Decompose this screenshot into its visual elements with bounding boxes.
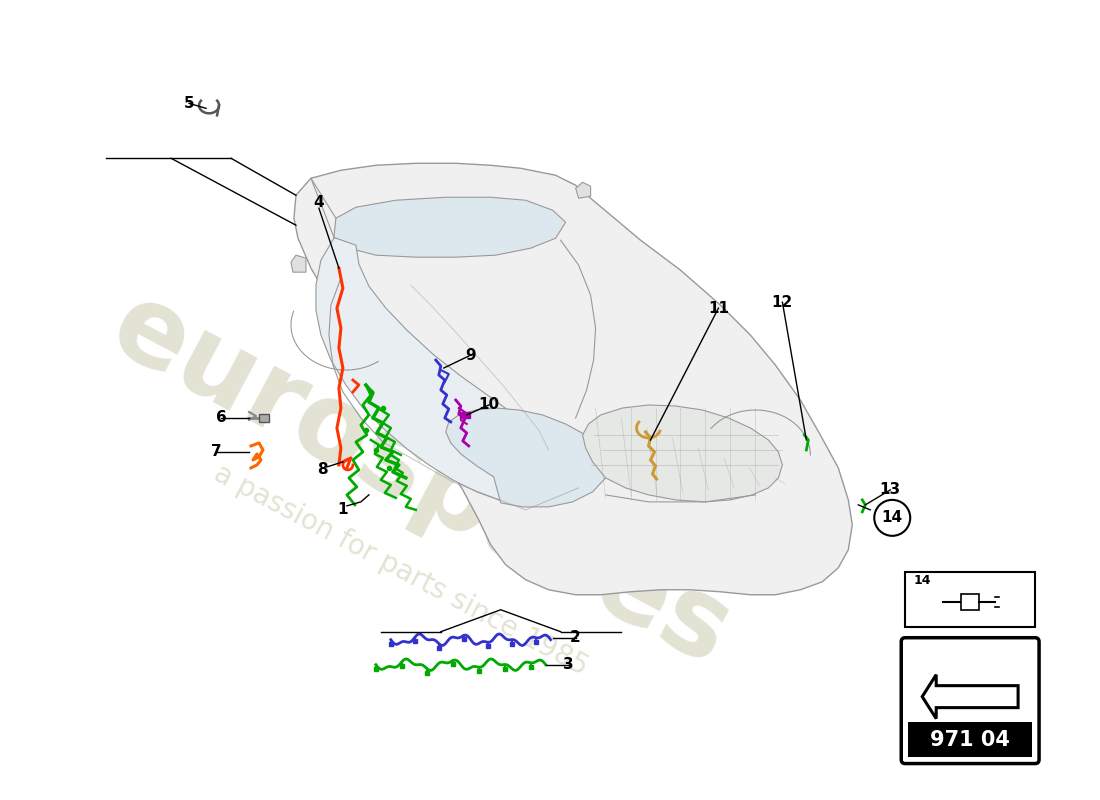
Polygon shape	[922, 674, 1019, 718]
Text: 1: 1	[338, 502, 349, 518]
Polygon shape	[294, 163, 852, 594]
Text: 12: 12	[772, 294, 793, 310]
Bar	[961, 594, 979, 610]
Text: 14: 14	[913, 574, 931, 586]
Text: 14: 14	[882, 510, 903, 526]
Text: a passion for parts since 1985: a passion for parts since 1985	[209, 459, 593, 681]
Text: 9: 9	[465, 347, 476, 362]
Text: 11: 11	[708, 301, 729, 316]
Text: 10: 10	[478, 398, 499, 413]
Polygon shape	[446, 408, 608, 507]
Text: 5: 5	[184, 96, 195, 111]
Text: 6: 6	[216, 410, 227, 426]
Bar	[905, 572, 1035, 626]
Text: 971 04: 971 04	[931, 730, 1010, 750]
Text: 13: 13	[880, 482, 901, 498]
Polygon shape	[334, 198, 565, 257]
Bar	[909, 722, 1032, 757]
Polygon shape	[583, 405, 782, 502]
Text: 7: 7	[211, 445, 221, 459]
Text: 4: 4	[314, 194, 324, 210]
FancyBboxPatch shape	[901, 638, 1040, 763]
Text: eurospares: eurospares	[94, 272, 748, 687]
Polygon shape	[316, 238, 579, 504]
Text: 3: 3	[563, 657, 574, 672]
Text: 8: 8	[318, 462, 328, 478]
Bar	[258, 414, 270, 422]
Polygon shape	[575, 182, 591, 198]
Polygon shape	[292, 255, 306, 272]
Text: 2: 2	[570, 630, 581, 646]
